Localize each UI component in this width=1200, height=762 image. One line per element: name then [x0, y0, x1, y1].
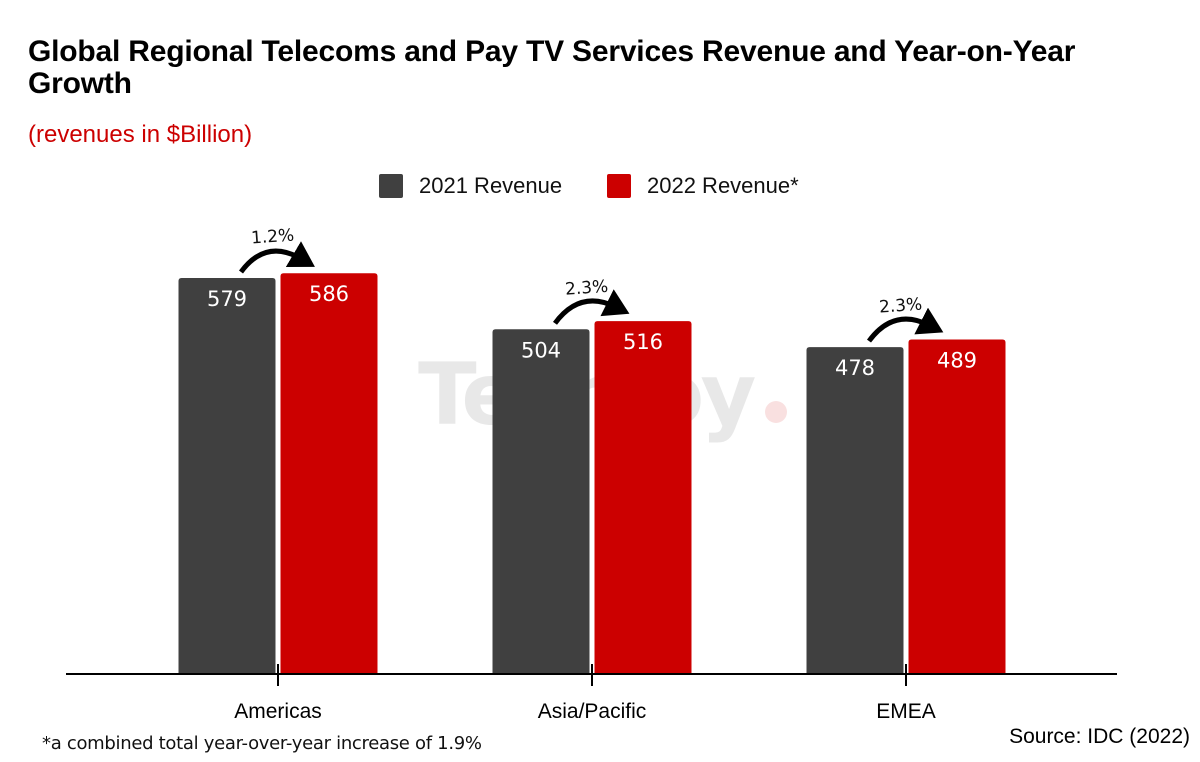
bar-value-label: 579 [207, 287, 247, 311]
watermark-dot [765, 401, 787, 423]
legend-label-2022: 2022 Revenue* [647, 173, 799, 198]
bars-layer: 579 586 504 516 478 489 [178, 273, 1006, 674]
bar-value-label: 586 [309, 282, 349, 306]
bar-value-label: 516 [623, 330, 663, 354]
bar-2022-americas [280, 273, 378, 674]
legend: 2021 Revenue 2022 Revenue* [0, 173, 1200, 203]
growth-label: 1.2% [250, 226, 294, 249]
growth-label: 2.3% [564, 277, 608, 300]
bar-value-label: 489 [937, 349, 977, 373]
legend-item-2022: 2022 Revenue* [607, 173, 799, 199]
bar-value-label: 478 [835, 356, 875, 380]
chart-subtitle: (revenues in $Billion) [28, 121, 253, 148]
footnote: *a combined total year-over-year increas… [42, 733, 482, 754]
growth-arrow [552, 289, 630, 325]
bar-2021-emea [806, 347, 904, 674]
x-axis: Americas Asia/Pacific EMEA [66, 664, 1117, 723]
x-tick-label: EMEA [876, 700, 936, 723]
growth-label: 2.3% [878, 295, 922, 318]
growth-annotations: 1.2% 2.3% 2.3% [238, 226, 944, 343]
bar-2021-asia-pacific [492, 329, 590, 674]
legend-swatch-2021 [379, 174, 403, 198]
bar-2021-americas [178, 278, 276, 674]
growth-arrow [866, 307, 944, 343]
bar-2022-emea [908, 339, 1006, 674]
chart-title: Global Regional Telecoms and Pay TV Serv… [28, 35, 1076, 100]
x-tick-label: Americas [234, 700, 322, 723]
source-note: Source: IDC (2022) [1009, 725, 1190, 748]
x-tick-label: Asia/Pacific [538, 700, 647, 723]
legend-item-2021: 2021 Revenue [379, 173, 562, 199]
bar-2022-asia-pacific [594, 321, 692, 674]
legend-label-2021: 2021 Revenue [419, 173, 563, 198]
growth-arrow [238, 241, 315, 274]
legend-swatch-2022 [607, 174, 631, 198]
bar-value-label: 504 [521, 338, 561, 362]
